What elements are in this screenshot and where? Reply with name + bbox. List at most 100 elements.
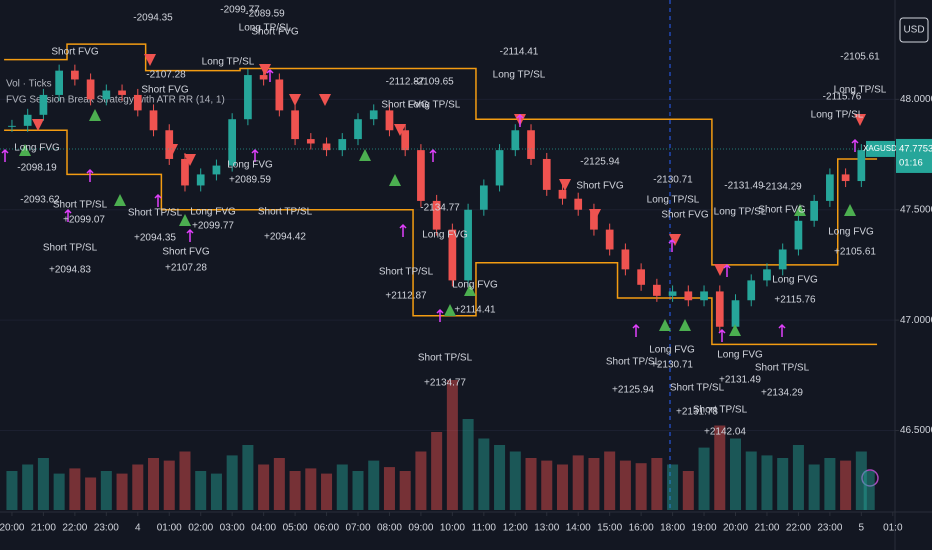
signal-annotation: +2107.28 <box>165 263 207 274</box>
volume-bar <box>556 464 568 510</box>
volume-bar <box>69 468 81 510</box>
exit-arrow <box>668 238 676 252</box>
candle-body <box>715 291 724 327</box>
signal-annotation: Long TP/SL <box>834 85 887 96</box>
signal-annotation: +2094.35 <box>134 233 176 244</box>
candle-body <box>291 110 299 140</box>
volume-bar <box>494 445 506 510</box>
volume-bar <box>132 464 144 510</box>
signal-annotation: Long FVG <box>190 207 236 218</box>
x-tick-label: 08:00 <box>377 523 402 534</box>
signal-annotation: Long FVG <box>649 345 695 356</box>
exit-arrow <box>718 328 726 342</box>
volume-bar <box>761 455 773 510</box>
exit-arrow <box>399 223 407 237</box>
candle-body <box>71 70 79 80</box>
currency-box[interactable] <box>899 17 929 43</box>
x-tick-label: 15:00 <box>597 523 622 534</box>
candle-body <box>432 200 441 230</box>
volume-bar <box>321 473 333 510</box>
candle-body <box>401 130 410 151</box>
short-signal <box>144 54 156 66</box>
volume-bar <box>116 473 128 510</box>
symbol-box <box>866 140 895 157</box>
countdown-label: 01:16 <box>899 157 923 168</box>
volume-bar <box>289 471 301 510</box>
signal-annotation: Long TP/SL <box>408 100 461 111</box>
signal-annotation: Long FVG <box>14 143 60 154</box>
volume-bar <box>179 451 191 510</box>
candle-body <box>684 291 693 301</box>
short-signal <box>32 119 44 131</box>
signal-annotation: +2134.77 <box>424 378 466 389</box>
volume-bar <box>258 464 270 510</box>
signal-annotation: -2093.62 <box>20 195 60 206</box>
alert-icon[interactable] <box>861 469 879 487</box>
x-tick-label: 03:00 <box>220 523 245 534</box>
volume-bar <box>22 464 34 510</box>
x-tick-label: 07:00 <box>345 523 370 534</box>
candle-body <box>306 139 315 144</box>
candle-body <box>275 79 284 111</box>
exit-arrow <box>266 68 274 82</box>
candle-body <box>637 269 645 285</box>
signal-annotation: Long TP/SL <box>714 207 767 218</box>
signal-annotation: -2112.87 <box>386 77 425 88</box>
volume-bar <box>53 473 65 510</box>
exit-arrow <box>778 323 786 337</box>
y-tick-label: 47.50000 <box>900 204 932 215</box>
signal-annotation: Short FVG <box>251 27 298 38</box>
signal-annotation: +2131.78 <box>676 407 718 418</box>
candle-body <box>102 90 111 100</box>
volume-bar <box>777 458 789 510</box>
exit-arrow <box>251 148 259 162</box>
volume-bar <box>541 460 553 510</box>
signal-annotation: +2099.77 <box>192 221 234 232</box>
signal-annotation: +2112.87 <box>385 291 427 302</box>
signal-annotation: Long FVG <box>422 230 468 241</box>
candle-body <box>731 300 740 327</box>
signal-annotation: +2114.41 <box>454 305 496 316</box>
x-tick-label: 20:00 <box>0 523 25 534</box>
x-tick-label: 11:00 <box>472 523 497 534</box>
volume-bar <box>195 471 207 510</box>
volume-bar <box>6 471 18 510</box>
x-tick-label: 01:00 <box>157 523 182 534</box>
candle-body <box>39 94 48 115</box>
candle-body <box>133 94 142 111</box>
short-signal <box>559 179 571 191</box>
signal-annotation: -2109.65 <box>414 77 454 88</box>
volume-bar <box>509 451 521 510</box>
x-tick-label: 18:00 <box>660 523 685 534</box>
volume-bar <box>604 451 616 510</box>
short-signal <box>669 234 681 246</box>
signal-annotation: Long TP/SL <box>647 195 700 206</box>
volume-bar <box>855 451 867 510</box>
signal-annotation: Long TP/SL <box>202 57 255 68</box>
signal-annotation: -2134.77 <box>420 203 460 214</box>
x-tick-label: 21:00 <box>31 523 56 534</box>
x-tick-label: 23:00 <box>817 523 842 534</box>
candle-body <box>857 150 866 182</box>
volume-bar <box>368 460 380 510</box>
signal-annotation: -2130.71 <box>653 175 693 186</box>
candle-body <box>181 158 189 186</box>
candle-body <box>574 198 583 210</box>
long-signal <box>844 204 856 216</box>
signal-annotation: Short FVG <box>576 181 623 192</box>
signal-annotation: Long FVG <box>227 160 273 171</box>
currency-label[interactable]: USD <box>903 25 924 36</box>
signal-annotation: Short TP/SL <box>606 357 661 368</box>
candle-body <box>653 284 661 296</box>
y-tick-label: 48.00000 <box>900 94 932 105</box>
volume-bar <box>462 419 474 510</box>
signal-annotation: -2098.19 <box>17 163 57 174</box>
volume-bar <box>37 458 49 510</box>
x-tick-label: 01:0 <box>883 523 903 534</box>
signal-annotation: Long FVG <box>452 280 498 291</box>
x-tick-label: 10:00 <box>440 523 465 534</box>
signal-annotation: Short TP/SL <box>693 405 748 416</box>
candle-body <box>196 174 205 186</box>
exit-arrow <box>1 148 9 162</box>
